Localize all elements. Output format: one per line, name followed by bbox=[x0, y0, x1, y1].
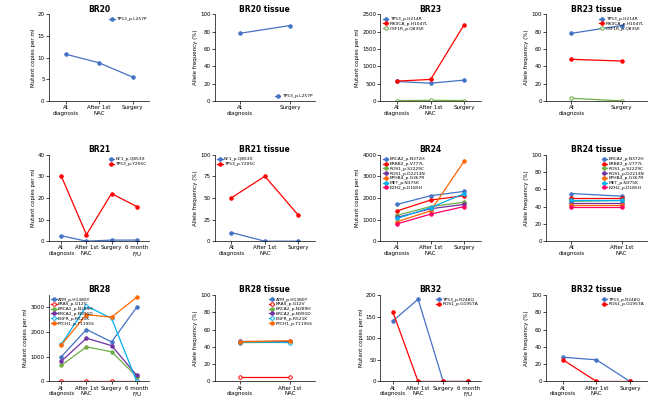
Legend: NF1_p.Q853X, TP53_p.Y205C: NF1_p.Q853X, TP53_p.Y205C bbox=[217, 157, 255, 166]
Y-axis label: Mutant copies per ml: Mutant copies per ml bbox=[355, 29, 360, 87]
Y-axis label: Allele frequency (%): Allele frequency (%) bbox=[525, 310, 530, 366]
Title: BR21 tissue: BR21 tissue bbox=[239, 145, 290, 154]
Title: BR21: BR21 bbox=[88, 145, 110, 154]
Y-axis label: Allele frequency (%): Allele frequency (%) bbox=[525, 30, 530, 85]
Title: BR32: BR32 bbox=[420, 285, 442, 294]
Title: BR32 tissue: BR32 tissue bbox=[571, 285, 622, 294]
Legend: TP53_p.L257P: TP53_p.L257P bbox=[275, 94, 313, 99]
Title: BR20 tissue: BR20 tissue bbox=[239, 4, 290, 13]
Legend: BRCA2_p.N372H, ERBB2_p.V777L, ROS1_p.S2229C, ROS1_p.D2213N, EPHB4_p.G367R, MET_p: BRCA2_p.N372H, ERBB2_p.V777L, ROS1_p.S22… bbox=[383, 157, 426, 191]
Title: BR23: BR23 bbox=[420, 4, 442, 13]
Y-axis label: Allele frequency (%): Allele frequency (%) bbox=[193, 310, 198, 366]
Title: BR23 tissue: BR23 tissue bbox=[571, 4, 622, 13]
Legend: TP53_p.H214R, PIK3CA_p.H1047L, CSF1R_p.Q835E: TP53_p.H214R, PIK3CA_p.H1047L, CSF1R_p.Q… bbox=[599, 16, 645, 31]
Y-axis label: Allele frequency (%): Allele frequency (%) bbox=[193, 170, 198, 226]
Y-axis label: Mutant copies per ml: Mutant copies per ml bbox=[355, 169, 360, 227]
Title: BR28 tissue: BR28 tissue bbox=[239, 285, 291, 294]
Legend: NF1_p.Q853X, TP53_p.Y205C: NF1_p.Q853X, TP53_p.Y205C bbox=[109, 157, 147, 166]
Y-axis label: Mutant copies per ml: Mutant copies per ml bbox=[23, 309, 29, 367]
Legend: TP53_p.L257P: TP53_p.L257P bbox=[109, 16, 147, 22]
Y-axis label: Mutant copies per ml: Mutant copies per ml bbox=[359, 309, 363, 367]
Title: BR24: BR24 bbox=[420, 145, 442, 154]
Legend: TP53_p.R248Q, ROS1_p.G1957A: TP53_p.R248Q, ROS1_p.G1957A bbox=[601, 297, 645, 307]
Legend: BRCA2_p.N372H, ERBB2_p.V777L, ROS1_p.S2229C, ROS1_p.D2213N, EPHB4_p.G367R, MET_p: BRCA2_p.N372H, ERBB2_p.V777L, ROS1_p.S22… bbox=[601, 157, 645, 191]
Legend: ATM_p.H1380Y, KRAS_p.G12V, BRCA2_p.N289H, BRCA2_p.N991D, EGFR_p.R521K, PTCH1_p.T: ATM_p.H1380Y, KRAS_p.G12V, BRCA2_p.N289H… bbox=[51, 297, 96, 326]
Y-axis label: Mutant copies per ml: Mutant copies per ml bbox=[31, 29, 36, 87]
Y-axis label: Mutant copies per ml: Mutant copies per ml bbox=[31, 169, 36, 227]
Title: BR20: BR20 bbox=[88, 4, 110, 13]
Y-axis label: Allele frequency (%): Allele frequency (%) bbox=[193, 30, 198, 85]
Legend: ATM_p.H1380Y, KRAS_p.G12V, BRCA2_p.N289H, BRCA2_p.N991D, EGFR_p.R521K, PTCH1_p.T: ATM_p.H1380Y, KRAS_p.G12V, BRCA2_p.N289H… bbox=[268, 297, 313, 326]
Y-axis label: Allele frequency (%): Allele frequency (%) bbox=[525, 170, 530, 226]
Legend: TP53_p.H214R, PIK3CA_p.H1047L, CSF1R_p.Q835E: TP53_p.H214R, PIK3CA_p.H1047L, CSF1R_p.Q… bbox=[383, 16, 428, 31]
Title: BR28: BR28 bbox=[88, 285, 110, 294]
Title: BR24 tissue: BR24 tissue bbox=[571, 145, 622, 154]
Legend: TP53_p.R248Q, ROS1_p.G1957A: TP53_p.R248Q, ROS1_p.G1957A bbox=[436, 297, 478, 307]
